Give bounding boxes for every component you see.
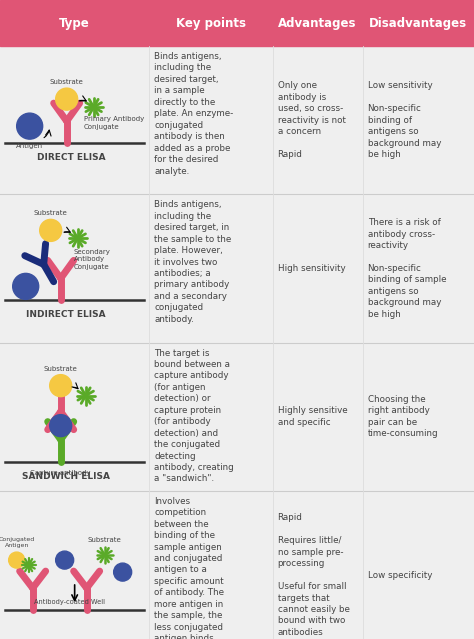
Text: Antigen: Antigen — [16, 143, 43, 149]
Text: Disadvantages: Disadvantages — [369, 17, 467, 29]
Text: Only one
antibody is
used, so cross-
reactivity is not
a concern

Rapid: Only one antibody is used, so cross- rea… — [278, 81, 346, 159]
Text: Substrate: Substrate — [50, 79, 83, 85]
Text: SANDWICH ELISA: SANDWICH ELISA — [22, 472, 109, 481]
Text: Substrate: Substrate — [34, 210, 68, 217]
Text: There is a risk of
antibody cross-
reactivity

Non-specific
binding of sample
an: There is a risk of antibody cross- react… — [368, 218, 446, 319]
Bar — [0, 194, 474, 343]
Text: Involves
competition
between the
binding of the
sample antigen
and conjugated
an: Involves competition between the binding… — [155, 497, 232, 639]
Text: Substrate: Substrate — [88, 537, 121, 543]
Text: Antibody-coated Well: Antibody-coated Well — [34, 599, 105, 605]
Text: Type: Type — [59, 17, 90, 29]
Text: Low specificity: Low specificity — [368, 571, 432, 580]
Circle shape — [50, 415, 72, 436]
Text: INDIRECT ELISA: INDIRECT ELISA — [26, 311, 106, 320]
Bar — [0, 343, 474, 491]
Text: Binds antigens,
including the
desired target, in
the sample to the
plate. Howeve: Binds antigens, including the desired ta… — [155, 200, 232, 324]
Circle shape — [55, 88, 78, 110]
Text: Highly sensitive
and specific: Highly sensitive and specific — [278, 406, 347, 427]
Text: Rapid

Requires little/
no sample pre-
processing

Useful for small
targets that: Rapid Requires little/ no sample pre- pr… — [278, 513, 349, 637]
Text: High sensitivity: High sensitivity — [278, 264, 345, 273]
Circle shape — [9, 552, 25, 568]
Circle shape — [55, 551, 73, 569]
Text: Binds antigens,
including the
desired target,
in a sample
directly to the
plate.: Binds antigens, including the desired ta… — [155, 52, 234, 176]
Text: Secondary
Antibody
Conjugate: Secondary Antibody Conjugate — [73, 249, 110, 270]
Text: Substrate: Substrate — [44, 366, 78, 372]
Text: Advantages: Advantages — [278, 17, 357, 29]
Text: Key points: Key points — [176, 17, 246, 29]
Circle shape — [17, 113, 43, 139]
Circle shape — [13, 273, 39, 300]
Text: DIRECT ELISA: DIRECT ELISA — [37, 153, 106, 162]
Circle shape — [114, 563, 132, 581]
Text: The target is
bound between a
capture antibody
(for antigen
detection) or
captur: The target is bound between a capture an… — [155, 348, 234, 484]
Text: Choosing the
right antibody
pair can be
time-consuming: Choosing the right antibody pair can be … — [368, 395, 438, 438]
Circle shape — [40, 219, 62, 242]
Text: Primary Antibody
Conjugate: Primary Antibody Conjugate — [84, 116, 144, 130]
Text: Conjugated
Antigen: Conjugated Antigen — [0, 537, 35, 548]
Bar — [0, 491, 474, 639]
Bar — [0, 0, 474, 46]
Text: Low sensitivity

Non-specific
binding of
antigens so
background may
be high: Low sensitivity Non-specific binding of … — [368, 81, 441, 159]
Text: Capture antibody: Capture antibody — [30, 470, 91, 475]
Circle shape — [50, 374, 72, 397]
Bar — [0, 46, 474, 194]
